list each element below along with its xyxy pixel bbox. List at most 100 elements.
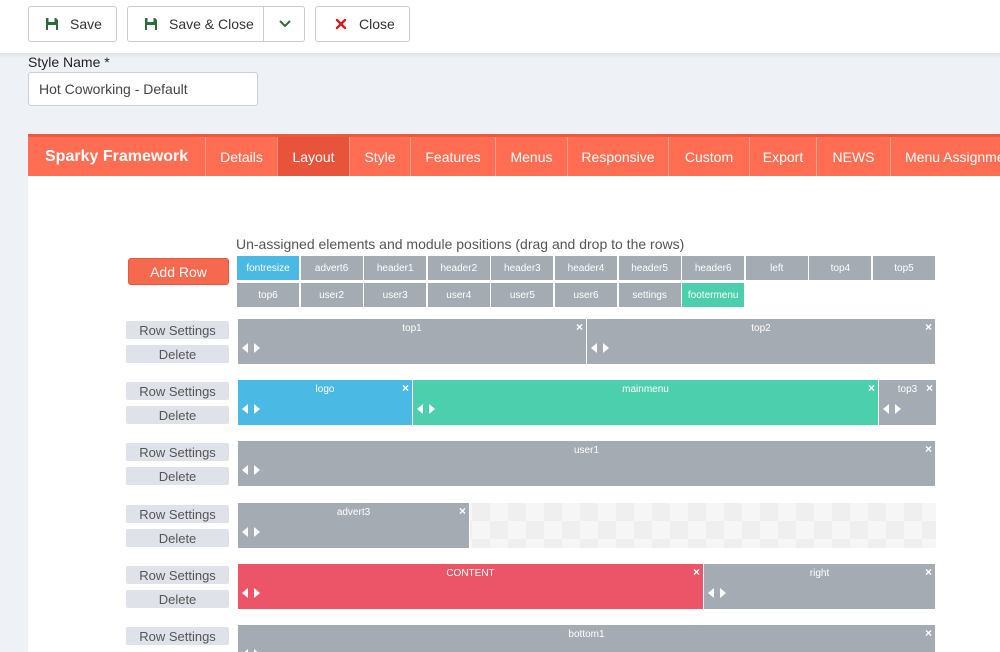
resize-arrows — [242, 343, 260, 353]
module-position-cell[interactable]: top1 × — [238, 319, 587, 364]
remove-module-icon[interactable]: × — [401, 381, 409, 395]
module-position-cell[interactable]: advert3 × — [238, 503, 470, 548]
tab-news[interactable]: NEWS — [816, 137, 890, 176]
shrink-arrow-icon[interactable] — [591, 343, 597, 353]
unassigned-position-chip[interactable]: top4 — [809, 256, 872, 280]
unassigned-position-chip[interactable]: user3 — [364, 283, 427, 307]
shrink-arrow-icon[interactable] — [883, 404, 889, 414]
unassigned-position-chip[interactable]: user2 — [300, 283, 363, 307]
expand-arrow-icon[interactable] — [429, 404, 435, 414]
chevron-down-icon — [278, 20, 291, 28]
tab-custom[interactable]: Custom — [668, 137, 749, 176]
delete-row-button[interactable]: Delete — [126, 345, 229, 363]
module-position-cell[interactable]: right × — [704, 564, 936, 609]
row-settings-button[interactable]: Row Settings — [126, 321, 229, 339]
unassigned-hint: Un-assigned elements and module position… — [236, 236, 685, 252]
unassigned-position-chip[interactable]: header1 — [364, 256, 427, 280]
unassigned-position-chip[interactable]: header2 — [427, 256, 490, 280]
tab-menus[interactable]: Menus — [495, 137, 567, 176]
style-name-input[interactable] — [28, 72, 258, 106]
tab-responsive[interactable]: Responsive — [567, 137, 668, 176]
unassigned-position-chip[interactable]: advert6 — [300, 256, 363, 280]
layout-row[interactable]: CONTENT × right × — [238, 564, 936, 609]
module-position-label: top1 — [402, 323, 422, 334]
shrink-arrow-icon[interactable] — [242, 649, 248, 652]
unassigned-position-chip[interactable]: fontresize — [237, 256, 299, 280]
remove-module-icon[interactable]: × — [692, 565, 700, 579]
tab-style[interactable]: Style — [349, 137, 410, 176]
delete-row-button[interactable]: Delete — [126, 590, 229, 608]
module-position-cell[interactable]: top2 × — [587, 319, 936, 364]
expand-arrow-icon[interactable] — [720, 588, 726, 598]
shrink-arrow-icon[interactable] — [242, 404, 248, 414]
unassigned-position-chip[interactable]: footermenu — [682, 283, 745, 307]
module-position-cell[interactable]: top3 × — [879, 380, 937, 425]
remove-module-icon[interactable]: × — [924, 320, 932, 334]
row-settings-button[interactable]: Row Settings — [126, 505, 229, 523]
tab-details[interactable]: Details — [205, 137, 277, 176]
remove-module-icon[interactable]: × — [924, 626, 932, 640]
unassigned-position-chip[interactable]: header4 — [555, 256, 617, 280]
expand-arrow-icon[interactable] — [254, 588, 260, 598]
unassigned-position-chip[interactable]: settings — [618, 283, 681, 307]
unassigned-position-chip[interactable]: header6 — [682, 256, 745, 280]
unassigned-position-chip[interactable]: user4 — [427, 283, 490, 307]
unassigned-position-chip[interactable]: user6 — [555, 283, 617, 307]
add-row-button[interactable]: Add Row — [128, 258, 229, 285]
module-position-label: right — [809, 568, 830, 579]
module-position-cell[interactable]: user1 × — [238, 441, 936, 486]
unassigned-position-chip[interactable]: left — [745, 256, 808, 280]
unassigned-position-chip[interactable]: header3 — [491, 256, 554, 280]
unassigned-position-chip[interactable]: user5 — [491, 283, 554, 307]
unassigned-position-chip[interactable]: header5 — [618, 256, 681, 280]
expand-arrow-icon[interactable] — [254, 527, 260, 537]
module-position-cell[interactable]: mainmenu × — [413, 380, 879, 425]
delete-row-button[interactable]: Delete — [126, 406, 229, 424]
remove-module-icon[interactable]: × — [925, 381, 933, 395]
tab-menu-assignment[interactable]: Menu Assignme — [890, 137, 1000, 176]
save-button[interactable]: Save — [28, 6, 117, 42]
row-settings-button[interactable]: Row Settings — [126, 566, 229, 584]
remove-module-icon[interactable]: × — [575, 320, 583, 334]
expand-arrow-icon[interactable] — [254, 404, 260, 414]
shrink-arrow-icon[interactable] — [242, 343, 248, 353]
layout-row[interactable]: top1 × top2 × — [238, 319, 936, 364]
unassigned-position-chip[interactable]: top5 — [873, 256, 935, 280]
row-settings-button[interactable]: Row Settings — [126, 443, 229, 461]
tab-features[interactable]: Features — [410, 137, 495, 176]
split-divider — [263, 7, 264, 41]
save-options-dropdown[interactable] — [264, 7, 305, 41]
save-close-button[interactable]: Save & Close — [127, 6, 305, 42]
row-settings-button[interactable]: Row Settings — [126, 627, 229, 645]
expand-arrow-icon[interactable] — [254, 343, 260, 353]
layout-row[interactable]: advert3 × — [238, 503, 936, 548]
expand-arrow-icon[interactable] — [603, 343, 609, 353]
expand-arrow-icon[interactable] — [254, 649, 260, 652]
shrink-arrow-icon[interactable] — [417, 404, 423, 414]
close-button[interactable]: Close — [315, 6, 410, 42]
shrink-arrow-icon[interactable] — [708, 588, 714, 598]
remove-module-icon[interactable]: × — [924, 442, 932, 456]
shrink-arrow-icon[interactable] — [242, 588, 248, 598]
shrink-arrow-icon[interactable] — [242, 465, 248, 475]
module-position-cell[interactable]: logo × — [238, 380, 413, 425]
module-position-cell[interactable]: CONTENT × — [238, 564, 704, 609]
module-position-cell[interactable]: bottom1 × — [238, 625, 936, 652]
remove-module-icon[interactable]: × — [458, 504, 466, 518]
layout-row[interactable]: bottom1 × — [238, 625, 936, 652]
resize-arrows — [242, 404, 260, 414]
delete-row-button[interactable]: Delete — [126, 467, 229, 485]
remove-module-icon[interactable]: × — [867, 381, 875, 395]
tab-export[interactable]: Export — [749, 137, 816, 176]
tab-layout[interactable]: Layout — [277, 137, 349, 176]
delete-row-button[interactable]: Delete — [126, 529, 229, 547]
layout-row[interactable]: user1 × — [238, 441, 936, 486]
unassigned-position-chip[interactable]: top6 — [237, 283, 299, 307]
row-settings-button[interactable]: Row Settings — [126, 382, 229, 400]
remove-module-icon[interactable]: × — [924, 565, 932, 579]
expand-arrow-icon[interactable] — [254, 465, 260, 475]
expand-arrow-icon[interactable] — [895, 404, 901, 414]
resize-arrows — [591, 343, 609, 353]
layout-row[interactable]: logo × mainmenu × top3 × — [238, 380, 937, 425]
shrink-arrow-icon[interactable] — [242, 527, 248, 537]
